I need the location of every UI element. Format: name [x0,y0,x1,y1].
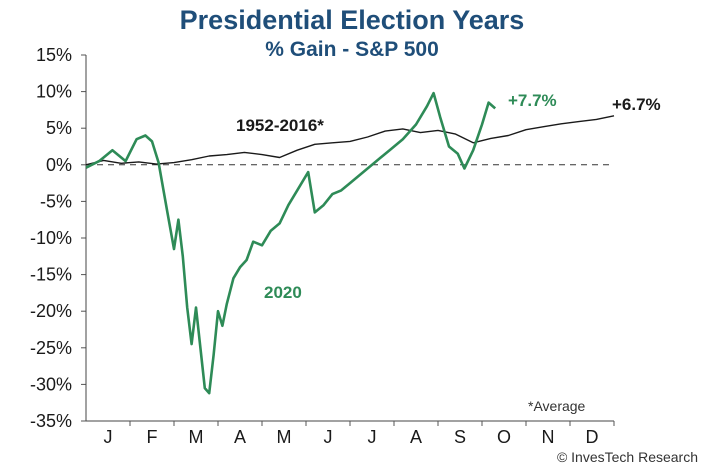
y-tick-label: -10% [30,228,72,248]
y-tick-label: 0% [46,155,72,175]
y-tick-label: 5% [46,118,72,138]
y-axis-ticks: 15% 10% 5% 0% -5% -10% -15% -20% -25% -30% -35% [30,45,86,431]
x-tick-label: J [368,427,377,447]
x-tick-label: J [324,427,333,447]
credit: © InvesTech Research [557,449,698,465]
x-tick-label: O [497,427,511,447]
y-tick-label: -30% [30,374,72,394]
x-tick-label: J [104,427,113,447]
x-tick-label: D [586,427,599,447]
series-line-average [85,115,615,166]
x-tick-label: M [277,427,292,447]
end-label-average: +6.7% [612,95,661,114]
x-tick-label: N [542,427,555,447]
chart-subtitle: % Gain - S&P 500 [265,38,439,61]
series-line-2020 [85,91,497,395]
x-tick-label: M [189,427,204,447]
y-tick-label: -5% [40,191,72,211]
footnote: *Average [528,398,586,414]
y-tick-label: -25% [30,338,72,358]
series-label-average: 1952-2016* [236,116,324,135]
y-tick-label: 15% [36,45,72,65]
end-label-2020: +7.7% [508,91,557,110]
y-tick-label: -15% [30,265,72,285]
x-tick-label: F [147,427,158,447]
y-tick-label: 10% [36,82,72,102]
y-tick-label: -35% [30,411,72,431]
series-lines [85,91,615,395]
chart-title: Presidential Election Years [180,5,525,35]
x-tick-label: A [410,427,422,447]
series-label-2020: 2020 [264,283,302,302]
y-tick-label: -20% [30,301,72,321]
x-tick-label: S [454,427,466,447]
x-tick-label: A [234,427,246,447]
